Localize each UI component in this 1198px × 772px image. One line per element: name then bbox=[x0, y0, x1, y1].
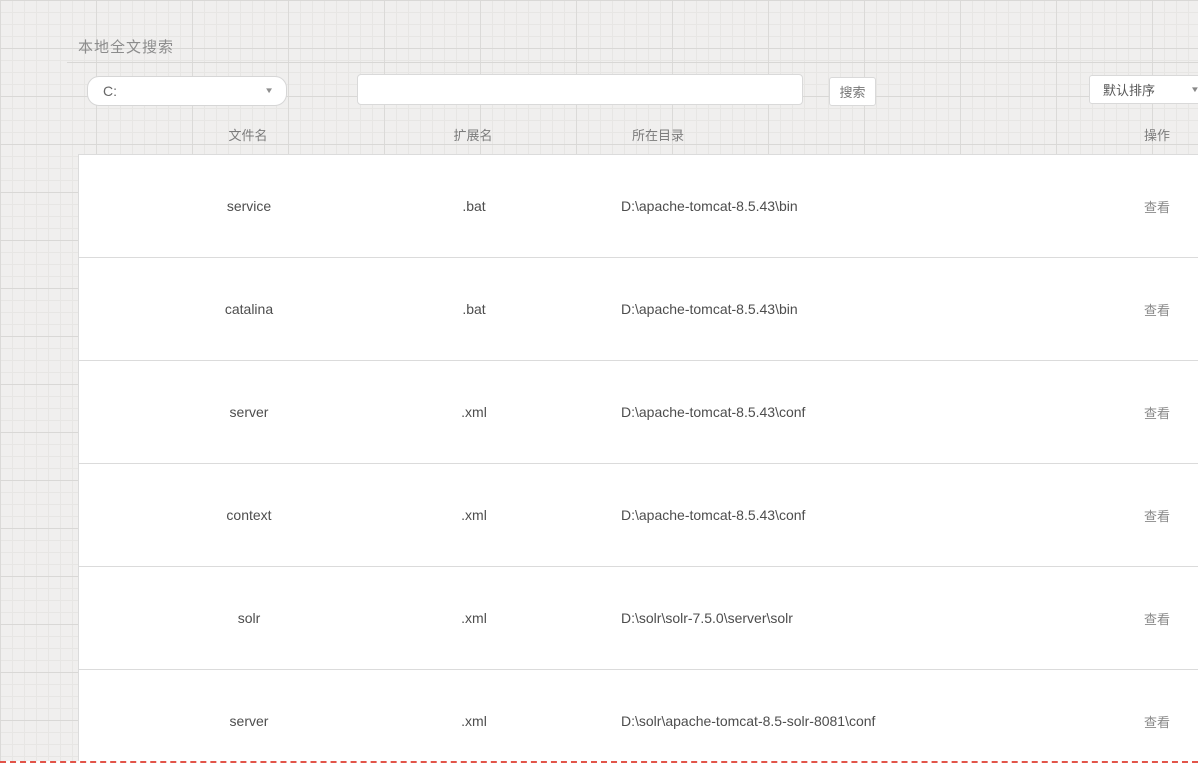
table-row: solr .xml D:\solr\solr-7.5.0\server\solr… bbox=[79, 567, 1198, 670]
page-bottom-boundary bbox=[0, 761, 1198, 772]
cell-filename: server bbox=[229, 713, 269, 729]
drive-select-value: C: bbox=[103, 83, 117, 99]
cell-action: 查看 bbox=[1089, 300, 1198, 319]
header-action: 操作 bbox=[1143, 127, 1170, 143]
chevron-down-icon: ▼ bbox=[264, 86, 274, 96]
view-link[interactable]: 查看 bbox=[1143, 199, 1170, 215]
cell-filename: catalina bbox=[224, 301, 274, 317]
cell-extension: .xml bbox=[461, 713, 487, 729]
sort-select-value: 默认排序 bbox=[1103, 83, 1156, 98]
cell-directory: D:\apache-tomcat-8.5.43\bin bbox=[621, 198, 798, 214]
cell-extension: .bat bbox=[462, 301, 486, 317]
cell-filename: solr bbox=[237, 610, 261, 626]
cell-directory: D:\solr\apache-tomcat-8.5-solr-8081\conf bbox=[621, 713, 876, 729]
view-link[interactable]: 查看 bbox=[1143, 714, 1170, 730]
view-link[interactable]: 查看 bbox=[1143, 508, 1170, 524]
table-row: server .xml D:\apache-tomcat-8.5.43\conf… bbox=[79, 361, 1198, 464]
cell-directory: D:\apache-tomcat-8.5.43\conf bbox=[621, 404, 806, 420]
cell-action: 查看 bbox=[1089, 403, 1198, 422]
cell-extension: .xml bbox=[461, 507, 487, 523]
view-link[interactable]: 查看 bbox=[1143, 302, 1170, 318]
cell-extension: .xml bbox=[461, 404, 487, 420]
results-table: service .bat D:\apache-tomcat-8.5.43\bin… bbox=[78, 154, 1198, 772]
cell-directory: D:\solr\solr-7.5.0\server\solr bbox=[621, 610, 793, 626]
cell-action: 查看 bbox=[1089, 609, 1198, 628]
search-button[interactable]: 搜索 bbox=[829, 77, 876, 106]
table-row: service .bat D:\apache-tomcat-8.5.43\bin… bbox=[79, 155, 1198, 258]
chevron-down-icon: ▼ bbox=[1190, 85, 1198, 94]
header-filename: 文件名 bbox=[228, 127, 268, 143]
cell-extension: .xml bbox=[461, 610, 487, 626]
cell-action: 查看 bbox=[1089, 712, 1198, 731]
title-divider bbox=[67, 62, 1198, 63]
drive-select[interactable]: C: ▼ bbox=[87, 76, 287, 106]
sort-select[interactable]: 默认排序 ▼ bbox=[1089, 75, 1198, 104]
cell-filename: server bbox=[229, 404, 269, 420]
cell-directory: D:\apache-tomcat-8.5.43\bin bbox=[621, 301, 798, 317]
header-directory: 所在目录 bbox=[632, 127, 685, 143]
cell-extension: .bat bbox=[462, 198, 486, 214]
table-row: context .xml D:\apache-tomcat-8.5.43\con… bbox=[79, 464, 1198, 567]
table-header-row: 文件名 扩展名 所在目录 操作 bbox=[78, 120, 1198, 148]
header-extension: 扩展名 bbox=[453, 127, 493, 143]
cell-action: 查看 bbox=[1089, 506, 1198, 525]
cell-filename: service bbox=[226, 198, 272, 214]
table-row: catalina .bat D:\apache-tomcat-8.5.43\bi… bbox=[79, 258, 1198, 361]
table-row: server .xml D:\solr\apache-tomcat-8.5-so… bbox=[79, 670, 1198, 772]
cell-action: 查看 bbox=[1089, 197, 1198, 216]
view-link[interactable]: 查看 bbox=[1143, 611, 1170, 627]
page-title: 本地全文搜索 bbox=[78, 39, 175, 56]
cell-filename: context bbox=[226, 507, 272, 523]
search-input[interactable] bbox=[357, 74, 803, 105]
cell-directory: D:\apache-tomcat-8.5.43\conf bbox=[621, 507, 806, 523]
view-link[interactable]: 查看 bbox=[1143, 405, 1170, 421]
